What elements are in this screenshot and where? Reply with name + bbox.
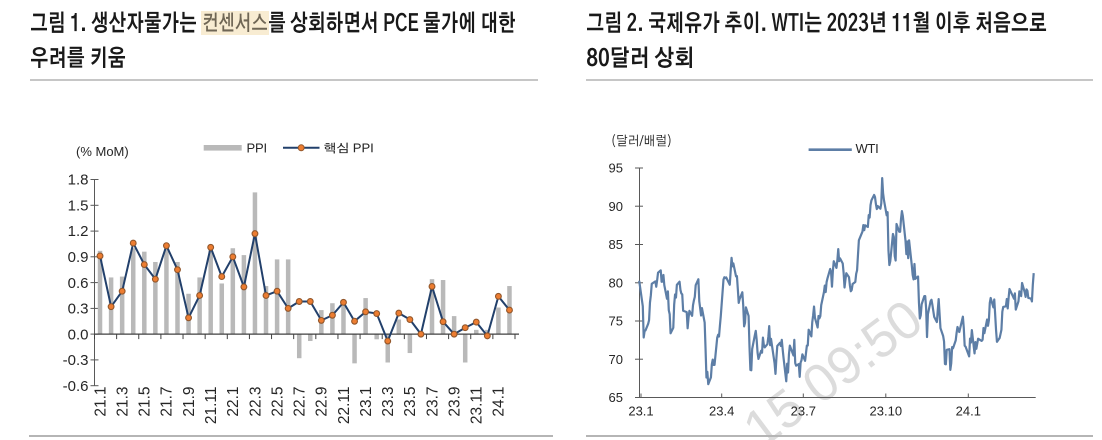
svg-text:21.9: 21.9 bbox=[181, 387, 198, 417]
svg-text:23.1: 23.1 bbox=[628, 404, 653, 419]
svg-text:1.5: 1.5 bbox=[68, 198, 89, 215]
svg-text:21.11: 21.11 bbox=[203, 387, 220, 425]
svg-text:21.7: 21.7 bbox=[159, 387, 176, 417]
svg-text:21.5: 21.5 bbox=[137, 387, 154, 417]
svg-text:65: 65 bbox=[609, 390, 623, 405]
svg-text:85: 85 bbox=[609, 237, 623, 252]
svg-text:22.5: 22.5 bbox=[269, 387, 286, 417]
svg-text:PPI: PPI bbox=[247, 141, 267, 156]
svg-text:23.9: 23.9 bbox=[446, 387, 463, 417]
svg-text:0.9: 0.9 bbox=[68, 249, 89, 266]
svg-text:23.10: 23.10 bbox=[870, 404, 903, 419]
svg-text:0.0: 0.0 bbox=[68, 326, 89, 343]
svg-text:90: 90 bbox=[609, 199, 623, 214]
svg-text:22.7: 22.7 bbox=[292, 387, 309, 417]
svg-text:23.3: 23.3 bbox=[380, 387, 397, 417]
svg-text:23.4: 23.4 bbox=[709, 404, 734, 419]
svg-text:1.8: 1.8 bbox=[68, 172, 89, 189]
svg-text:21.1: 21.1 bbox=[92, 387, 109, 417]
svg-text:WTI: WTI bbox=[856, 141, 879, 156]
svg-text:80: 80 bbox=[609, 275, 623, 290]
svg-text:95: 95 bbox=[609, 161, 623, 176]
svg-text:21.3: 21.3 bbox=[114, 387, 131, 417]
svg-text:70: 70 bbox=[609, 352, 623, 367]
svg-text:-0.6: -0.6 bbox=[63, 378, 89, 395]
svg-text:22.11: 22.11 bbox=[336, 387, 353, 425]
svg-text:24.1: 24.1 bbox=[956, 404, 981, 419]
svg-text:23.1: 23.1 bbox=[358, 387, 375, 417]
svg-text:75: 75 bbox=[609, 314, 623, 329]
svg-text:24.1: 24.1 bbox=[491, 387, 508, 417]
svg-text:0.6: 0.6 bbox=[68, 275, 89, 292]
svg-text:22.3: 22.3 bbox=[247, 387, 264, 417]
svg-text:22.1: 22.1 bbox=[225, 387, 242, 417]
svg-text:23.11: 23.11 bbox=[469, 387, 486, 425]
svg-text:23.5: 23.5 bbox=[402, 387, 419, 417]
svg-text:(% MoM): (% MoM) bbox=[76, 144, 129, 159]
svg-text:1.2: 1.2 bbox=[68, 223, 89, 240]
svg-text:23.7: 23.7 bbox=[424, 387, 441, 417]
svg-text:23.7: 23.7 bbox=[791, 404, 816, 419]
svg-text:-0.3: -0.3 bbox=[63, 352, 89, 369]
svg-text:0.3: 0.3 bbox=[68, 301, 89, 318]
svg-text:22.9: 22.9 bbox=[314, 387, 331, 417]
